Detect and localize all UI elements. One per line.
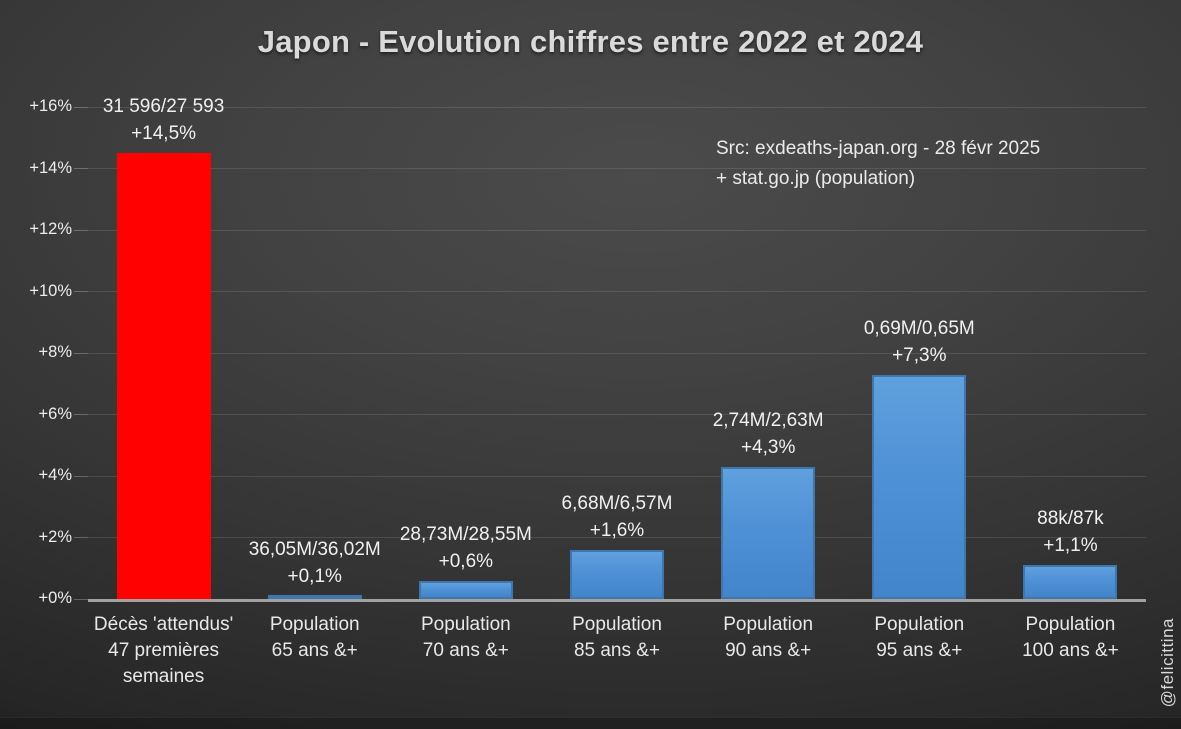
category-label-line: 47 premières xyxy=(108,640,220,661)
y-tick-label: +12% xyxy=(29,220,72,238)
bar-percent-label: +0,1% xyxy=(287,565,342,587)
bar-label-2: 36,05M/36,02M +0,1% xyxy=(205,536,425,590)
bar-5 xyxy=(721,466,816,599)
bar-label-4: 6,68M/6,57M +1,6% xyxy=(507,490,727,544)
bar-label-1: 31 596/27 593 +14,5% xyxy=(54,93,274,147)
bar-value-label: 2,74M/2,63M xyxy=(712,409,824,431)
y-tick-label: +16% xyxy=(29,97,72,115)
bar-label-5: 2,74M/2,63M +4,3% xyxy=(658,407,878,461)
y-tick-label: +4% xyxy=(38,466,72,484)
bar-value-label: 31 596/27 593 xyxy=(102,96,225,118)
y-tick-mark xyxy=(74,352,88,354)
bar-percent-label: +14,5% xyxy=(131,123,197,145)
category-label-line: Population xyxy=(723,614,814,635)
bar-2 xyxy=(267,595,362,599)
bar-percent-label: +0,6% xyxy=(438,550,494,572)
category-label-line: 85 ans &+ xyxy=(573,640,661,661)
bar-6 xyxy=(872,374,967,599)
y-tick-mark xyxy=(74,475,88,477)
category-label-1: Décès 'attendus' 47 premières semaines xyxy=(88,612,239,690)
category-label-7: Population 100 ans &+ xyxy=(995,612,1146,664)
y-tick-label: +2% xyxy=(38,527,72,546)
y-tick-mark xyxy=(74,537,88,538)
category-label-line: Population xyxy=(420,614,511,635)
bar-4 xyxy=(570,549,664,599)
gridline-10 xyxy=(88,291,1146,292)
source-line-1: Src: exdeaths-japan.org - 28 févr 2025 xyxy=(716,138,1041,159)
category-label-line: Décès 'attendus' xyxy=(93,614,234,635)
category-label-line: Population xyxy=(1025,614,1116,635)
y-tick-mark xyxy=(74,414,88,415)
y-tick-label: +8% xyxy=(38,343,72,361)
category-label-line: 65 ans &+ xyxy=(271,640,358,661)
bar-value-label: 28,73M/28,55M xyxy=(399,523,532,545)
category-label-line: Population xyxy=(269,614,360,635)
category-label-3: Population 70 ans &+ xyxy=(390,612,541,664)
chart-title: Japon - Evolution chiffres entre 2022 et… xyxy=(257,24,924,59)
category-label-2: Population 65 ans &+ xyxy=(239,612,390,664)
category-label-6: Population 95 ans &+ xyxy=(844,612,995,664)
gridline-16 xyxy=(88,106,1146,108)
source-line-2: + stat.go.jp (population) xyxy=(716,168,916,189)
bottom-edge-shadow xyxy=(0,717,1181,729)
y-tick-label: +10% xyxy=(29,281,72,300)
category-label-line: Population xyxy=(874,614,965,635)
gridline-6 xyxy=(88,414,1146,415)
bar-label-3: 28,73M/28,55M +0,6% xyxy=(356,521,576,575)
source-note: Src: exdeaths-japan.org - 28 févr 2025 +… xyxy=(716,134,1040,194)
y-tick-mark xyxy=(74,598,88,600)
category-label-5: Population 90 ans &+ xyxy=(693,612,844,664)
gridline-14 xyxy=(88,168,1146,169)
category-label-line: Population xyxy=(572,614,662,635)
y-tick-label: +0% xyxy=(38,589,72,607)
bar-value-label: 6,68M/6,57M xyxy=(561,492,673,514)
bar-label-7: 88k/87k +1,1% xyxy=(960,505,1180,559)
bar-percent-label: +4,3% xyxy=(740,436,796,458)
bar-1 xyxy=(116,153,211,599)
bar-3 xyxy=(418,580,513,599)
x-axis: Décès 'attendus' 47 premières semaines Popu… xyxy=(88,612,1146,702)
y-tick-mark xyxy=(74,168,88,169)
bar-percent-label: +1,1% xyxy=(1043,535,1098,557)
y-tick-mark xyxy=(74,106,88,108)
bar-label-6: 0,69M/0,65M +7,3% xyxy=(809,315,1029,369)
y-tick-mark xyxy=(74,229,88,231)
gridline-12 xyxy=(88,229,1146,231)
gridline-4 xyxy=(88,475,1146,477)
category-label-4: Population 85 ans &+ xyxy=(541,612,692,664)
bar-7 xyxy=(1023,565,1118,599)
bar-value-label: 36,05M/36,02M xyxy=(248,538,381,560)
bar-value-label: 88k/87k xyxy=(1037,508,1104,530)
bar-percent-label: +7,3% xyxy=(892,344,947,366)
y-tick-label: +14% xyxy=(29,158,72,177)
category-label-line: semaines xyxy=(122,666,205,687)
category-label-line: 90 ans &+ xyxy=(725,640,812,661)
category-label-line: 100 ans &+ xyxy=(1022,640,1119,661)
category-label-line: 95 ans &+ xyxy=(876,640,963,661)
y-tick-label: +6% xyxy=(38,404,72,423)
bar-percent-label: +1,6% xyxy=(589,519,645,541)
gridline-8 xyxy=(88,352,1146,354)
bar-value-label: 0,69M/0,65M xyxy=(863,317,975,339)
category-label-line: 70 ans &+ xyxy=(422,640,509,661)
watermark: @felicittina xyxy=(1158,617,1177,707)
y-tick-mark xyxy=(74,291,88,292)
gridline-2 xyxy=(88,537,1146,538)
plot-area: 31 596/27 593 +14,5% 36,05M/36,02M +0,1% 28,… xyxy=(88,96,1146,602)
